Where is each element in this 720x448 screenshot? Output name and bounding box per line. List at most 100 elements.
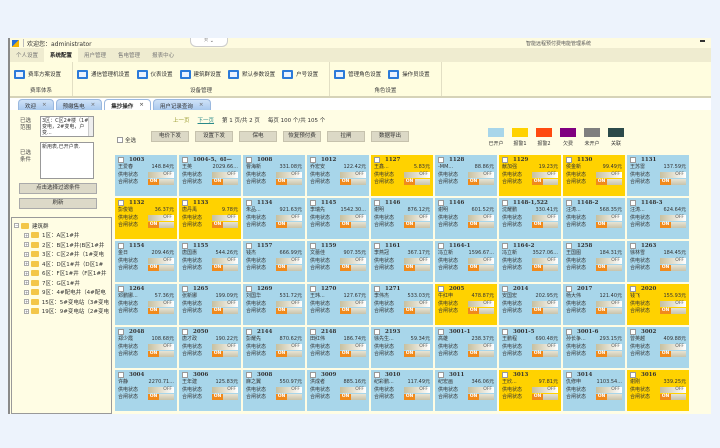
- meter-cell[interactable]: 2048 郑少霞 108.68元 供电状态 OFF 合闸状态 ON: [115, 327, 177, 368]
- tab-0[interactable]: 欢迎 ×: [18, 99, 54, 110]
- switch-toggle[interactable]: ON: [404, 265, 430, 272]
- supply-toggle[interactable]: OFF: [532, 386, 558, 393]
- meter-checkbox[interactable]: [566, 372, 572, 379]
- tab-2[interactable]: 集抄操作 ×: [104, 99, 151, 110]
- ribbon-button[interactable]: 默认参数设置: [228, 69, 275, 79]
- supply-toggle[interactable]: OFF: [148, 214, 174, 221]
- switch-toggle[interactable]: ON: [532, 179, 558, 186]
- meter-checkbox[interactable]: [502, 286, 508, 293]
- meter-checkbox[interactable]: [310, 286, 316, 293]
- switch-toggle[interactable]: ON: [276, 308, 302, 315]
- supply-toggle[interactable]: OFF: [404, 300, 430, 307]
- supply-toggle[interactable]: OFF: [468, 343, 494, 350]
- supply-toggle[interactable]: OFF: [212, 300, 238, 307]
- action-button[interactable]: 恢复预付费: [283, 131, 321, 142]
- meter-cell[interactable]: 1154 金日 209.46元 供电状态 OFF 合闸状态 ON: [115, 241, 177, 282]
- ribbon-button[interactable]: 建筑群设置: [179, 69, 221, 79]
- ribbon-collapse-button[interactable]: ⤧ ⌄: [190, 38, 228, 47]
- tree-item[interactable]: +7区：G区1#井: [14, 278, 109, 288]
- meter-cell[interactable]: 1263 徐林雪 184.45元 供电状态 OFF 合闸状态 ON: [627, 241, 689, 282]
- meter-cell[interactable]: 3002 曾英越 409.88元 供电状态 OFF 合闸状态 ON: [627, 327, 689, 368]
- meter-checkbox[interactable]: [438, 243, 444, 250]
- meter-cell[interactable]: 1145 李瑞先 1542.30... 供电状态 OFF 合闸状态 ON: [307, 198, 369, 239]
- switch-toggle[interactable]: ON: [532, 351, 558, 358]
- supply-toggle[interactable]: OFF: [596, 214, 622, 221]
- meter-cell[interactable]: 3008 麻之翼 550.97元 供电状态 OFF 合闸状态 ON: [243, 370, 305, 411]
- switch-toggle[interactable]: ON: [212, 265, 238, 272]
- expand-icon[interactable]: +: [24, 280, 29, 286]
- tree-item[interactable]: +3区：C区2#井（1#变电: [14, 250, 109, 260]
- expand-icon[interactable]: +: [24, 232, 29, 238]
- supply-toggle[interactable]: OFF: [468, 386, 494, 393]
- meter-checkbox[interactable]: [374, 286, 380, 293]
- meter-checkbox[interactable]: [246, 329, 252, 336]
- menu-tab-1[interactable]: 系统配置: [44, 48, 79, 62]
- switch-toggle[interactable]: ON: [468, 222, 494, 229]
- meter-checkbox[interactable]: [630, 157, 636, 164]
- minimize-icon[interactable]: [700, 40, 705, 42]
- meter-cell[interactable]: 3004 许静 2270.71... 供电状态 OFF 合闸状态 ON: [115, 370, 177, 411]
- meter-checkbox[interactable]: [566, 200, 572, 207]
- supply-toggle[interactable]: OFF: [340, 171, 366, 178]
- meter-cell[interactable]: 2050 唐才政 190.22元 供电状态 OFF 合闸状态 ON: [179, 327, 241, 368]
- meter-checkbox[interactable]: [502, 157, 508, 164]
- close-icon[interactable]: ×: [139, 102, 144, 108]
- switch-toggle[interactable]: ON: [148, 179, 174, 186]
- switch-toggle[interactable]: ON: [340, 351, 366, 358]
- meter-checkbox[interactable]: [246, 157, 252, 164]
- meter-checkbox[interactable]: [374, 200, 380, 207]
- ribbon-button[interactable]: 仪表设置: [136, 69, 173, 79]
- switch-toggle[interactable]: ON: [276, 394, 302, 401]
- meter-checkbox[interactable]: [246, 286, 252, 293]
- meter-checkbox[interactable]: [182, 329, 188, 336]
- meter-checkbox[interactable]: [566, 329, 572, 336]
- meter-cell[interactable]: 1270 王玮... 127.67元 供电状态 OFF 合闸状态 ON: [307, 284, 369, 325]
- meter-cell[interactable]: 1012 乔宏安 122.42元 供电状态 OFF 合闸状态 ON: [307, 155, 369, 196]
- filter-button[interactable]: 点击选择过滤条件: [19, 183, 97, 194]
- tab-1[interactable]: 预缴售电 ×: [55, 99, 103, 110]
- switch-toggle[interactable]: ON: [660, 394, 686, 401]
- meter-checkbox[interactable]: [630, 243, 636, 250]
- meter-cell[interactable]: 1164-1 冯立新 1596.67... 供电状态 OFF 合闸状态 ON: [435, 241, 497, 282]
- meter-checkbox[interactable]: [118, 372, 124, 379]
- meter-cell[interactable]: 3014 仇修申 1103.54... 供电状态 OFF 合闸状态 ON: [563, 370, 625, 411]
- supply-toggle[interactable]: OFF: [596, 300, 622, 307]
- supply-toggle[interactable]: OFF: [532, 300, 558, 307]
- action-button[interactable]: 电价下发: [151, 131, 189, 142]
- meter-cell[interactable]: 1131 王苏雷 137.59元 供电状态 OFF 合闸状态 ON: [627, 155, 689, 196]
- supply-toggle[interactable]: OFF: [276, 343, 302, 350]
- meter-cell[interactable]: 3001-1 高雄 238.37元 供电状态 OFF 合闸状态 ON: [435, 327, 497, 368]
- ribbon-button[interactable]: 管理角色设置: [334, 69, 381, 79]
- switch-toggle[interactable]: ON: [596, 394, 622, 401]
- supply-toggle[interactable]: OFF: [212, 171, 238, 178]
- meter-checkbox[interactable]: [118, 286, 124, 293]
- meter-cell[interactable]: 3001-5 王鹏程 690.48元 供电状态 OFF 合闸状态 ON: [499, 327, 561, 368]
- meter-cell[interactable]: 1003 王爱春 148.84元 供电状态 OFF 合闸状态 ON: [115, 155, 177, 196]
- meter-cell[interactable]: 1148-3 汪涛... 624.64元 供电状态 OFF 合闸状态 ON: [627, 198, 689, 239]
- meter-cell[interactable]: 1148-2 汪涛... 568.35元 供电状态 OFF 合闸状态 ON: [563, 198, 625, 239]
- tree-item[interactable]: +6区：F区1#井（F区1#井: [14, 269, 109, 279]
- switch-toggle[interactable]: ON: [596, 351, 622, 358]
- switch-toggle[interactable]: ON: [468, 265, 494, 272]
- meter-cell[interactable]: 2017 杨大伟 121.40元 供电状态 OFF 合闸状态 ON: [563, 284, 625, 325]
- refresh-button[interactable]: 刷新: [19, 198, 97, 209]
- next-page-link[interactable]: 下一页: [197, 118, 215, 124]
- meter-cell[interactable]: 1164-2 冯立新 3527.06... 供电状态 OFF 合闸状态 ON: [499, 241, 561, 282]
- meter-cell[interactable]: 3016 谢刚 339.25元 供电状态 OFF 合闸状态 ON: [627, 370, 689, 411]
- meter-cell[interactable]: 1148-1,522 沈耀鹏 330.41元 供电状态 OFF 合闸状态 ON: [499, 198, 561, 239]
- supply-toggle[interactable]: OFF: [212, 343, 238, 350]
- supply-toggle[interactable]: OFF: [404, 171, 430, 178]
- supply-toggle[interactable]: OFF: [276, 214, 302, 221]
- meter-cell[interactable]: 1132 彭俊锴 36.37元 供电状态 OFF 合闸状态 ON: [115, 198, 177, 239]
- switch-toggle[interactable]: ON: [532, 308, 558, 315]
- close-icon[interactable]: ×: [198, 102, 204, 108]
- supply-toggle[interactable]: OFF: [148, 300, 174, 307]
- expand-icon[interactable]: +: [24, 251, 29, 257]
- meter-checkbox[interactable]: [118, 200, 124, 207]
- meter-checkbox[interactable]: [182, 286, 188, 293]
- switch-toggle[interactable]: ON: [404, 308, 430, 315]
- tree-item[interactable]: +4区：D区1#井（D区1#: [14, 259, 109, 269]
- meter-cell[interactable]: 1129 献加强 19.23元 供电状态 OFF 合闸状态 ON: [499, 155, 561, 196]
- supply-toggle[interactable]: OFF: [660, 343, 686, 350]
- switch-toggle[interactable]: ON: [340, 394, 366, 401]
